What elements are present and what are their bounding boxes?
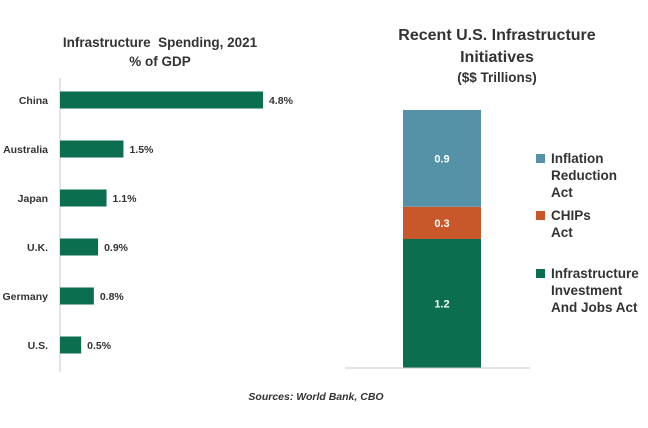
legend-label: Inflation — [551, 151, 604, 166]
bar — [60, 238, 99, 256]
right-chart-stack: 1.2 0.3 0.9 — [403, 110, 481, 368]
data-label: 0.9% — [104, 242, 129, 254]
bar — [60, 91, 264, 109]
legend-label: Infrastructure — [551, 266, 639, 281]
data-label: 0.8% — [100, 291, 125, 303]
right-chart-title-line1: Recent U.S. Infrastructure — [398, 27, 595, 44]
right-chart: Recent U.S. Infrastructure Initiatives (… — [345, 27, 639, 369]
source-note: Sources: World Bank, CBO — [248, 391, 383, 403]
data-label: 1.5% — [129, 144, 154, 156]
stack-segment — [403, 239, 481, 368]
bar — [60, 140, 124, 158]
data-label: 0.5% — [87, 340, 112, 352]
legend-label: Reduction — [551, 168, 617, 183]
category-label: Australia — [3, 144, 48, 156]
stack-segment — [403, 206, 481, 239]
category-label: Germany — [2, 291, 48, 303]
bar — [60, 189, 107, 207]
segment-label: 0.3 — [434, 218, 449, 230]
right-chart-subtitle: ($$ Trillions) — [457, 70, 537, 85]
legend-label: Act — [551, 225, 573, 240]
legend-label: Act — [551, 185, 573, 200]
legend-label: CHIPs — [551, 208, 591, 223]
legend-swatch — [536, 154, 545, 163]
category-label: U.S. — [28, 340, 49, 352]
left-chart-title: Infrastructure Spending, 2021 — [63, 35, 258, 50]
left-chart: Infrastructure Spending, 2021 % of GDP C… — [2, 35, 294, 372]
bar — [60, 287, 94, 305]
segment-label: 1.2 — [434, 299, 449, 311]
legend-label: Investment — [551, 283, 623, 298]
data-label: 4.8% — [269, 95, 294, 107]
legend-swatch — [536, 211, 545, 220]
legend-label: And Jobs Act — [551, 300, 638, 315]
legend-swatch — [536, 269, 545, 278]
category-label: U.K. — [27, 242, 48, 254]
category-label: China — [19, 95, 48, 107]
bar — [60, 336, 82, 354]
data-label: 1.1% — [113, 193, 138, 205]
right-chart-legend: Inflation Reduction Act CHIPs Act Infrastruct… — [536, 151, 639, 315]
category-label: Japan — [18, 193, 48, 205]
left-chart-bars: China 4.8% Australia 1.5% Japan 1.1% U.K. 0.9% G… — [2, 91, 294, 354]
right-chart-title-line2: Initiatives — [460, 49, 534, 66]
segment-label: 0.9 — [434, 153, 449, 165]
stack-segment — [403, 110, 481, 207]
left-chart-subtitle: % of GDP — [129, 54, 191, 69]
